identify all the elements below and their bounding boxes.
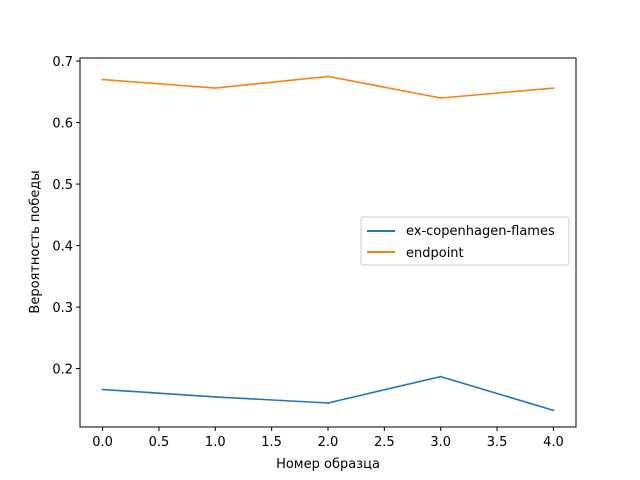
x-tick-label: 3.0 xyxy=(430,435,451,450)
data-point-endpoint xyxy=(439,97,442,99)
legend: ex-copenhagen-flames endpoint xyxy=(360,216,570,266)
data-point-endpoint xyxy=(101,78,104,81)
data-point-ex-copenhagen-flames xyxy=(101,388,104,391)
x-tick-label: 3.5 xyxy=(487,435,508,450)
data-point-endpoint xyxy=(552,87,555,89)
data-point-ex-copenhagen-flames xyxy=(552,409,555,412)
x-tick-label: 4.0 xyxy=(543,435,564,450)
legend-label-ex-copenhagen-flames: ex-copenhagen-flames xyxy=(406,224,555,239)
legend-box xyxy=(360,216,570,266)
y-tick-label: 0.3 xyxy=(52,301,73,316)
data-point-ex-copenhagen-flames xyxy=(327,402,329,404)
x-axis-label: Номер образца xyxy=(276,457,380,472)
x-tick-label: 0.0 xyxy=(92,435,113,450)
y-tick-label: 0.2 xyxy=(52,363,73,378)
series-layer xyxy=(101,75,555,412)
x-axis: 0.0 0.5 1.0 1.5 2.0 2.5 3.0 3.5 4.0 xyxy=(92,427,564,450)
x-tick-label: 2.0 xyxy=(318,435,339,450)
data-point-endpoint xyxy=(214,87,217,89)
x-tick-label: 2.5 xyxy=(374,435,395,450)
x-tick-label: 1.0 xyxy=(205,435,226,450)
data-point-ex-copenhagen-flames xyxy=(214,396,217,398)
y-axis-label: Вероятность победы xyxy=(28,170,43,313)
y-axis: 0.2 0.3 0.4 0.5 0.6 0.7 xyxy=(52,55,80,378)
data-point-endpoint xyxy=(327,75,329,78)
plot-frame xyxy=(79,57,577,428)
y-tick-label: 0.5 xyxy=(52,178,73,193)
x-tick-label: 0.5 xyxy=(149,435,170,450)
y-tick-label: 0.7 xyxy=(52,55,73,70)
legend-label-endpoint: endpoint xyxy=(406,246,464,261)
y-tick-label: 0.6 xyxy=(52,117,73,132)
x-tick-label: 1.5 xyxy=(261,435,282,450)
y-tick-label: 0.4 xyxy=(52,240,73,255)
data-point-ex-copenhagen-flames xyxy=(439,375,442,378)
